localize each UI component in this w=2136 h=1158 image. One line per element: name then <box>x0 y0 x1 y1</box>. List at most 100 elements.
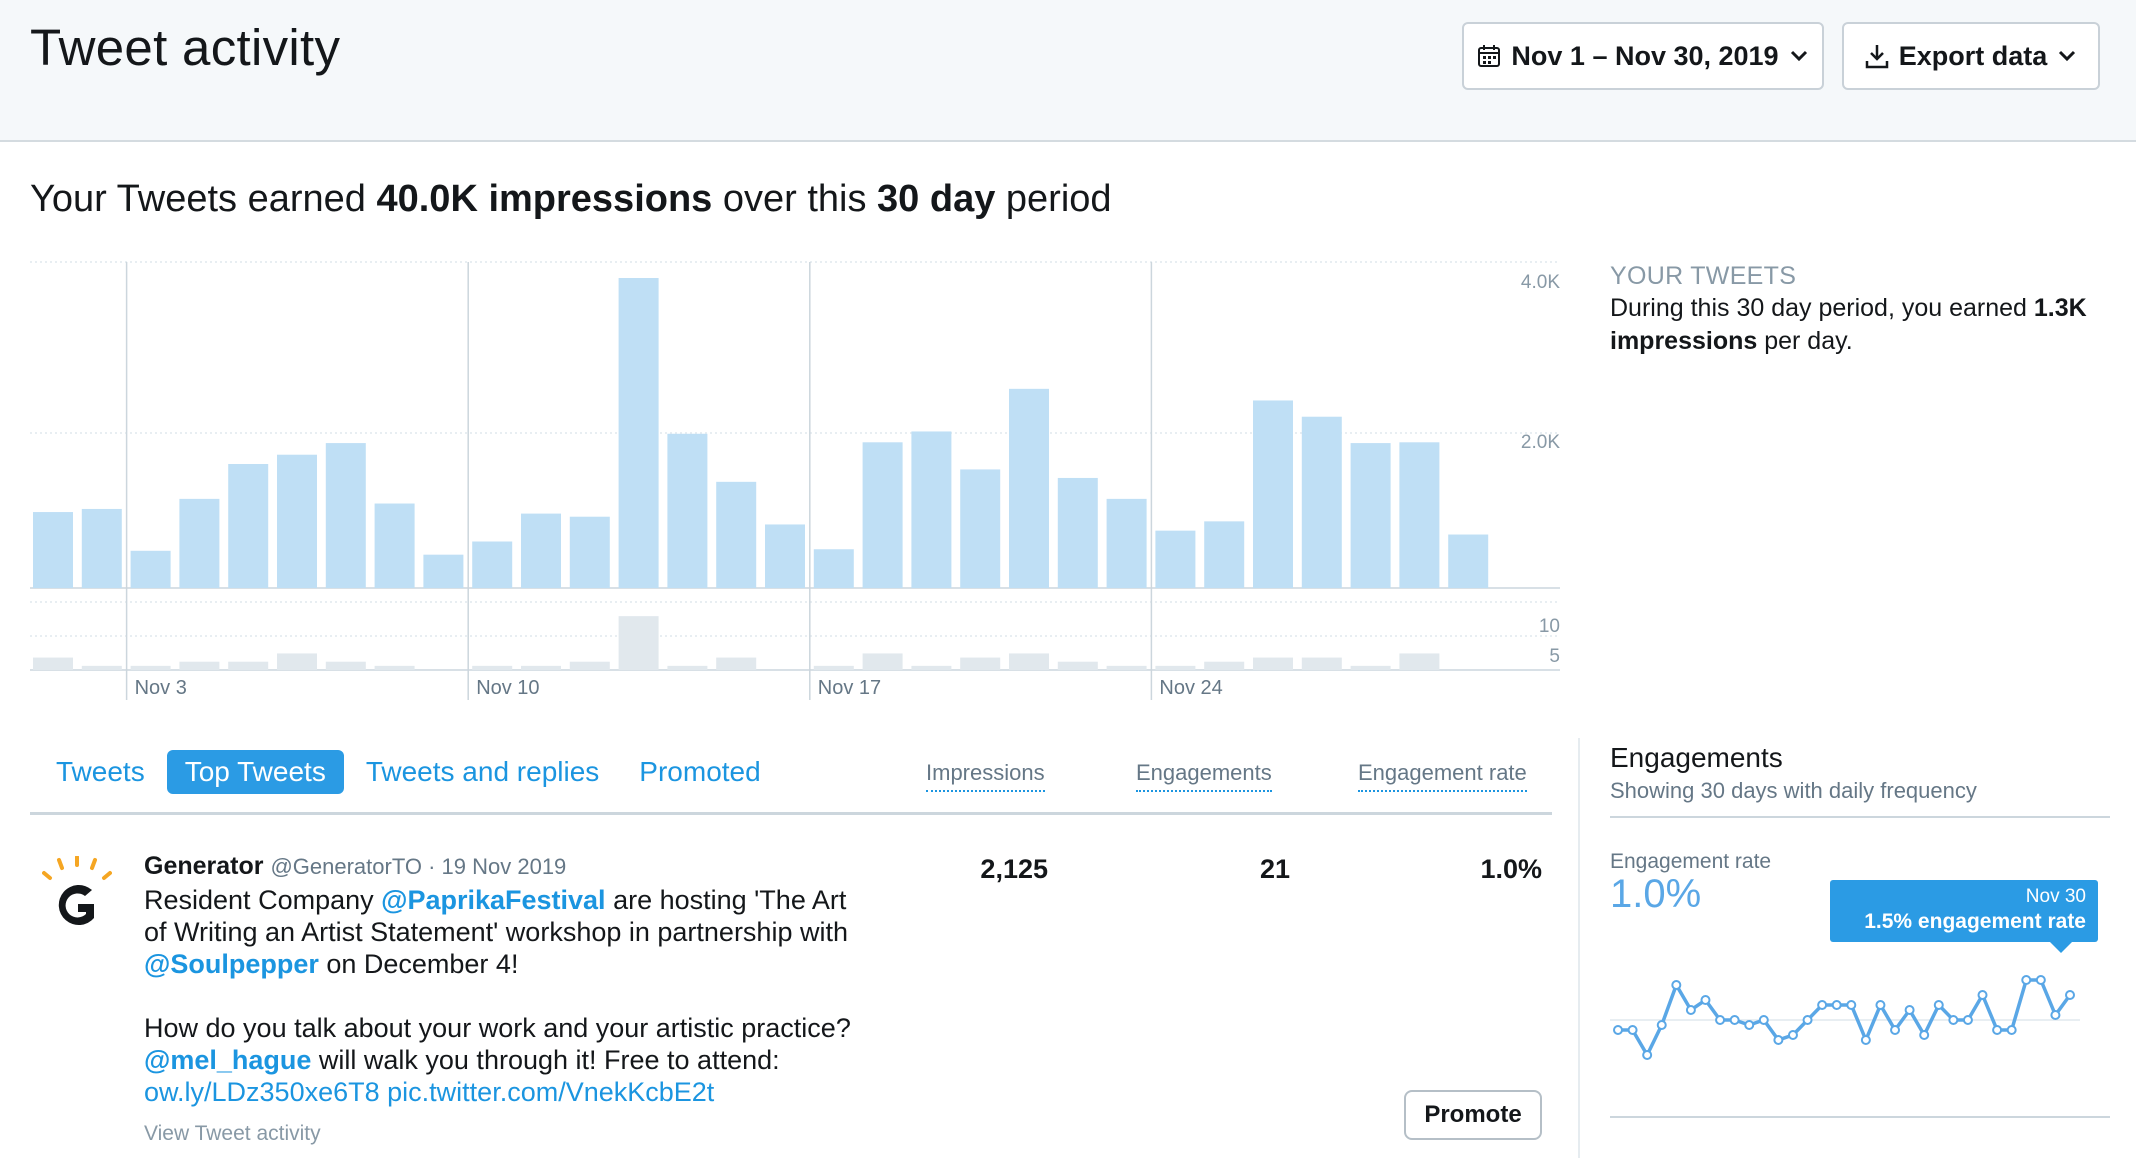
tweet-author: Generator @GeneratorTO · 19 Nov 2019 <box>144 852 566 881</box>
tab-promoted[interactable]: Promoted <box>639 756 761 787</box>
your-tweets-text: During this 30 day period, you earned <box>1610 294 2034 322</box>
engagements-bar <box>1253 657 1293 670</box>
impressions-bar <box>1155 530 1196 588</box>
engagements-bar <box>618 616 659 670</box>
engagements-bar <box>130 665 171 670</box>
impressions-bar <box>667 433 708 588</box>
engagement-rate-point <box>1729 1015 1740 1025</box>
engagement-rate-point <box>1613 1025 1623 1035</box>
engagements-bar <box>179 661 220 670</box>
impressions-bar <box>130 550 171 588</box>
impressions-bar <box>521 513 561 588</box>
view-tweet-activity-link[interactable]: View Tweet activity <box>144 1122 321 1145</box>
engagements-bar <box>325 661 366 670</box>
engagements-bar <box>33 657 73 670</box>
engagement-rate-point <box>1758 1015 1769 1025</box>
engagement-rate-point <box>1962 1015 1973 1025</box>
impressions-bar <box>1009 388 1049 588</box>
chevron-down-icon <box>1790 50 1807 62</box>
engagement-rate-point <box>1890 1025 1901 1035</box>
engagements-bar <box>1106 665 1147 670</box>
engagement-rate-point <box>1627 1025 1638 1035</box>
engagement-rate-tooltip: Nov 30 1.5% engagement rate <box>1830 880 2098 942</box>
impressions-bar <box>81 508 122 588</box>
mention-link[interactable]: @Soulpepper <box>144 949 319 979</box>
impressions-bar <box>33 512 73 588</box>
impressions-bar <box>862 442 903 588</box>
avatar[interactable] <box>42 855 112 936</box>
x-tick-label: Nov 24 <box>1159 677 1222 699</box>
tweet-author-name[interactable]: Generator <box>144 852 264 880</box>
promote-button[interactable]: Promote <box>1404 1090 1542 1140</box>
engagements-bar <box>1009 653 1049 670</box>
mention-link[interactable]: @PaprikaFestival <box>381 885 606 915</box>
engagement-rate-point <box>1831 1000 1842 1010</box>
engagement-rate-point <box>1787 1030 1798 1040</box>
url-link[interactable]: ow.ly/LDz350xe6T8 <box>144 1077 380 1107</box>
tab-top-tweets[interactable]: Top Tweets <box>166 750 344 794</box>
impressions-bar <box>1204 521 1245 588</box>
engagement-rate-point <box>1875 1000 1886 1010</box>
impressions-bar <box>1448 534 1489 588</box>
engagements-bar <box>81 665 122 670</box>
engagements-bar <box>472 665 513 670</box>
export-data-button[interactable]: Export data <box>1842 22 2100 90</box>
engagements-divider <box>1610 816 2110 818</box>
engagement-rate-point <box>1977 990 1988 1000</box>
tooltip-arrow <box>2050 942 2072 953</box>
media-link[interactable]: pic.twitter.com/VnekKcbE2t <box>387 1077 715 1107</box>
engagements-column-header[interactable]: Engagements <box>1136 760 1272 792</box>
engagements-bar <box>1204 661 1245 670</box>
impressions-chart: Nov 3 Nov 10 Nov 17 Nov 24 4.0K 2.0K 10 5 <box>30 258 1560 708</box>
mention-link[interactable]: @mel_hague <box>144 1045 312 1075</box>
engagements-bar <box>667 665 708 670</box>
impressions-bar <box>179 498 220 588</box>
table-divider <box>30 812 1552 815</box>
impressions-bar <box>716 481 757 588</box>
tooltip-value: 1.5% engagement rate <box>1864 910 2086 933</box>
engagements-bar <box>1301 657 1342 670</box>
engagement-rate-value: 1.0% <box>1610 872 1702 916</box>
tab-tweets-and-replies[interactable]: Tweets and replies <box>365 756 600 787</box>
y-tick-label: 5 <box>1549 646 1560 667</box>
impressions-bar <box>911 431 952 588</box>
engagement-rate-point <box>1642 1050 1653 1060</box>
headline-suffix: period <box>995 178 1112 220</box>
engagement-rate-point <box>1919 1030 1930 1040</box>
generator-logo-icon <box>42 855 112 926</box>
side-divider <box>1578 738 1580 1158</box>
export-label: Export data <box>1898 40 2048 71</box>
headline-prefix: Your Tweets earned <box>30 178 377 220</box>
tab-tweets[interactable]: Tweets <box>56 756 145 787</box>
headline-middle: over this <box>712 178 878 220</box>
engagement-rate-point <box>1817 1000 1828 1010</box>
date-range-button[interactable]: Nov 1 – Nov 30, 2019 <box>1462 22 1824 90</box>
engagements-bar <box>813 665 854 670</box>
engagement-rate-point <box>1860 1035 1871 1045</box>
calendar-icon <box>1478 45 1501 67</box>
impressions-column-header[interactable]: Impressions <box>926 760 1045 792</box>
impressions-chart-svg: Nov 3 Nov 10 Nov 17 Nov 24 4.0K 2.0K 10 5 <box>30 261 1560 700</box>
engagement-rate-point <box>1773 1035 1784 1045</box>
x-tick-label: Nov 3 <box>135 677 187 699</box>
engagement-rate-point <box>2021 975 2032 985</box>
x-tick-label: Nov 10 <box>476 677 539 699</box>
engagement-rate-column-header[interactable]: Engagement rate <box>1358 760 1527 792</box>
tweet-tabs: Tweets Top Tweets Tweets and replies Pro… <box>42 744 783 800</box>
engagement-rate-point <box>1802 1015 1813 1025</box>
y-tick-label: 10 <box>1539 616 1560 637</box>
engagements-bar <box>228 661 269 670</box>
engagements-bar <box>716 657 757 670</box>
impressions-bar <box>765 524 805 588</box>
engagements-subtitle: Showing 30 days with daily frequency <box>1610 778 1977 803</box>
tweet-impressions-value: 2,125 <box>980 854 1048 884</box>
engagements-bar <box>1155 665 1196 670</box>
impressions-bar <box>1350 443 1391 588</box>
impressions-bar <box>1301 416 1342 588</box>
engagement-rate-point <box>1715 1015 1726 1025</box>
engagement-rate-sparkline <box>1610 975 2080 1060</box>
tweet-author-handle: @GeneratorTO · 19 Nov 2019 <box>270 854 567 879</box>
engagements-bar <box>960 657 1001 670</box>
impressions-bar <box>618 278 659 588</box>
tweet-text-part: will walk you through it! Free to attend… <box>311 1045 780 1075</box>
